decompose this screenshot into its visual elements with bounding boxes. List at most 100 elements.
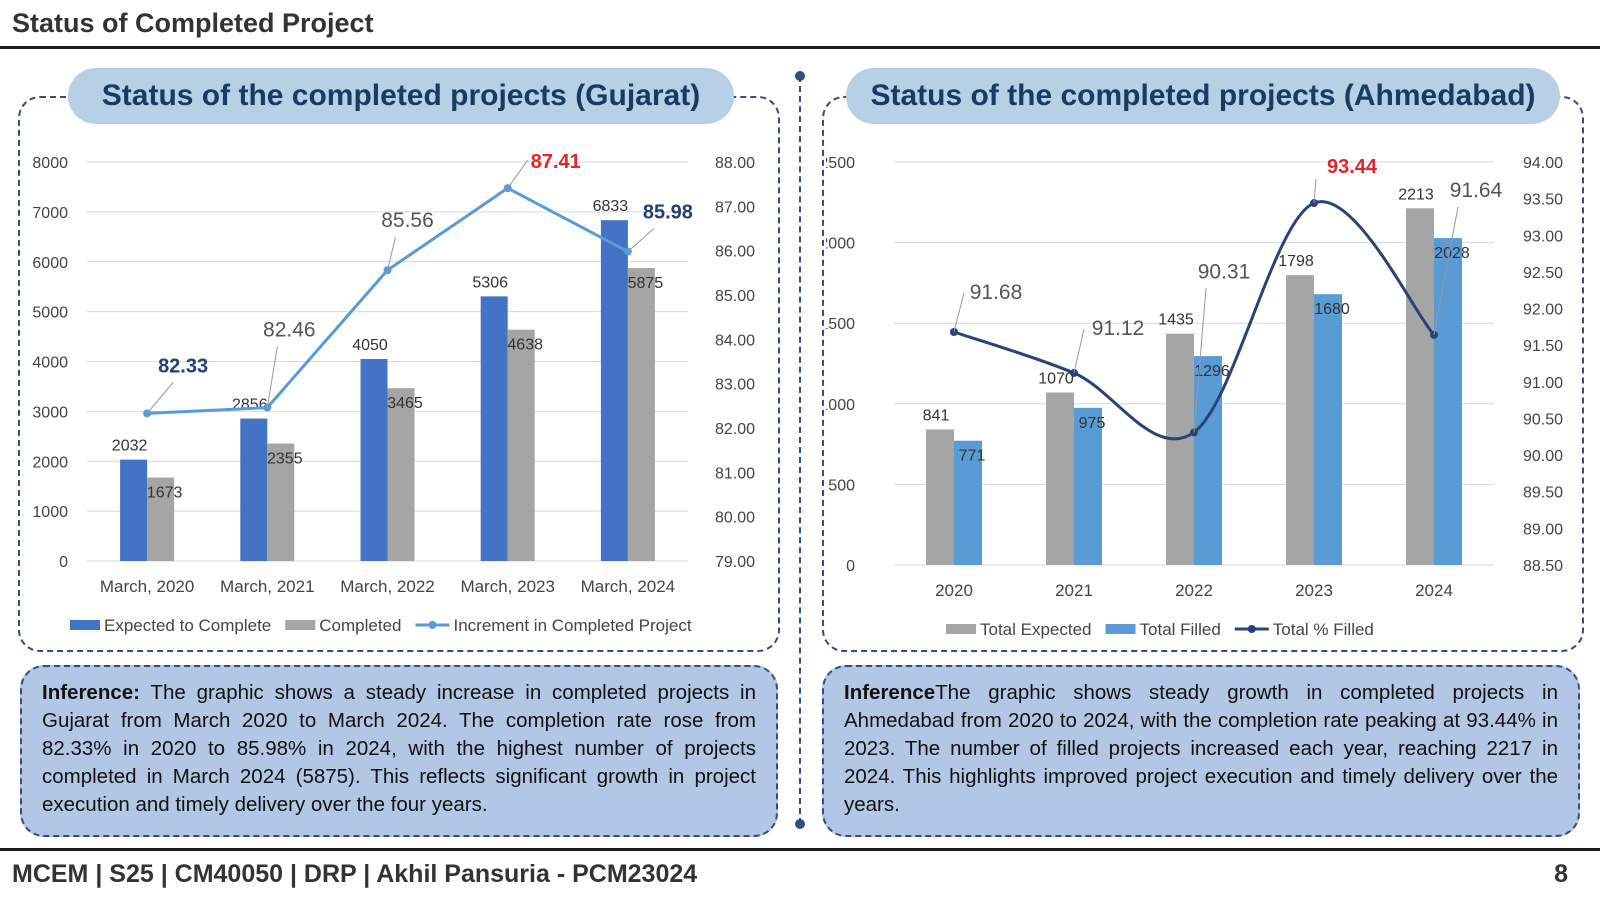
y-tick-label-right: 88.00	[715, 155, 755, 172]
y-tick-label-left: 2000	[32, 454, 68, 471]
line-point	[950, 327, 958, 336]
y-tick-label-left: 0	[846, 558, 855, 575]
y-tick-label-left: 6000	[32, 255, 68, 272]
x-tick-label: March, 2021	[220, 577, 315, 596]
bar	[1406, 208, 1434, 565]
y-tick-label-right: 90.50	[1523, 411, 1563, 428]
bar	[1074, 407, 1102, 565]
bar-data-label: 2856	[232, 397, 268, 414]
bar-data-label: 5875	[628, 275, 664, 292]
leader-line	[266, 346, 278, 408]
inference-text: The graphic shows a steady increase in c…	[42, 681, 756, 816]
bar-data-label: 841	[923, 407, 950, 424]
bar-data-label: 771	[959, 448, 986, 465]
bar	[480, 296, 508, 561]
y-tick-label-right: 86.00	[715, 244, 755, 261]
x-tick-label: March, 2024	[581, 577, 676, 596]
legend-label: Total Expected	[980, 620, 1092, 639]
panel-divider	[799, 76, 801, 824]
bar-data-label: 2028	[1434, 245, 1470, 262]
x-tick-label: 2021	[1055, 581, 1093, 600]
y-tick-label-left: 0	[59, 554, 68, 571]
y-tick-label-left: 3000	[32, 404, 68, 421]
gujarat-chart: 0 1000 2000 3000 4000 5000 6000 7000 8000 79.00 80…	[32, 151, 755, 635]
legend-label: Expected to Complete	[104, 616, 271, 635]
bar-data-label: 3465	[387, 395, 423, 412]
bar-data-label: 1435	[1158, 312, 1194, 329]
bar-data-label: 4638	[507, 337, 543, 354]
bar-data-label: 2355	[267, 451, 303, 468]
x-tick-label: 2023	[1295, 581, 1333, 600]
bar	[120, 459, 148, 561]
line-data-label: 90.31	[1198, 260, 1251, 283]
bar-data-label: 5306	[472, 274, 508, 291]
y-tick-label-right: 79.00	[715, 554, 755, 571]
y-tick-label-right: 90.00	[1523, 448, 1563, 465]
y-tick-label-right: 92.50	[1523, 265, 1563, 282]
y-tick-label-right: 80.00	[715, 510, 755, 527]
legend-swatch	[946, 624, 976, 634]
x-tick-label: March, 2020	[100, 577, 195, 596]
line-data-label: 91.68	[970, 281, 1023, 304]
line-point	[1430, 330, 1438, 339]
y-tick-label-right: 87.00	[715, 199, 755, 216]
x-tick-label: March, 2022	[340, 577, 435, 596]
y-tick-label-right: 91.50	[1523, 338, 1563, 355]
bar	[1166, 333, 1194, 565]
legend-label: Completed	[319, 616, 401, 635]
leader-line	[387, 237, 396, 271]
y-tick-label-right: 84.00	[715, 332, 755, 349]
bar	[926, 429, 954, 565]
gujarat-inference: Inference: The graphic shows a steady in…	[20, 665, 778, 837]
bar	[954, 440, 982, 565]
divider-top-dot	[795, 71, 805, 81]
bar	[627, 267, 655, 561]
legend-swatch-point	[1247, 625, 1256, 633]
line-data-label: 91.64	[1450, 179, 1503, 202]
y-tick-label-right: 91.00	[1523, 375, 1563, 392]
bar	[600, 220, 628, 561]
line-series-path	[953, 200, 1436, 441]
ahmedabad-chart: 0 500 1000 1500 2000 2500 88.50 89.00 89.50 90.00…	[826, 155, 1563, 639]
inference-text: The graphic shows steady growth in compl…	[844, 681, 1558, 816]
bar-data-label: 2032	[112, 438, 148, 455]
inference-label: Inference	[844, 681, 936, 704]
line-data-label: 82.33	[158, 355, 208, 377]
leader-line	[1313, 178, 1317, 204]
bar	[1286, 275, 1314, 565]
legend-swatch-point	[428, 621, 437, 629]
leader-line	[953, 292, 965, 333]
bar-data-label: 975	[1079, 415, 1106, 432]
y-tick-label-left: 1000	[826, 397, 855, 414]
y-tick-label-right: 88.50	[1523, 558, 1563, 575]
bar	[147, 477, 175, 561]
x-tick-label: 2022	[1175, 581, 1213, 600]
legend-swatch	[70, 620, 100, 630]
footer-rule	[0, 848, 1600, 851]
bar	[1046, 392, 1074, 565]
gujarat-chart-title: Status of the completed projects (Gujara…	[68, 68, 734, 124]
y-tick-label-left: 2000	[826, 236, 855, 253]
y-tick-label-right: 89.00	[1523, 521, 1563, 538]
bar-data-label: 1296	[1194, 363, 1230, 380]
page-title: Status of Completed Project	[12, 8, 374, 38]
y-tick-label-right: 89.50	[1523, 485, 1563, 502]
y-tick-label-right: 93.50	[1523, 192, 1563, 209]
legend-label: Total Filled	[1140, 620, 1221, 639]
y-tick-label-right: 83.00	[715, 377, 755, 394]
y-tick-label-right: 93.00	[1523, 228, 1563, 245]
bar	[507, 329, 535, 561]
ahmedabad-chart-title: Status of the completed projects (Ahmeda…	[846, 68, 1560, 124]
leader-line	[507, 159, 529, 189]
bar	[1194, 356, 1222, 565]
ahmedabad-inference: InferenceThe graphic shows steady growth…	[822, 665, 1580, 837]
bar-data-label: 1070	[1038, 371, 1074, 388]
line-data-label: 87.41	[531, 151, 581, 173]
divider-bottom-dot	[795, 819, 805, 829]
x-tick-label: 2024	[1415, 581, 1453, 600]
y-tick-label-left: 5000	[32, 305, 68, 322]
bar	[1314, 294, 1342, 565]
legend-swatch	[1105, 624, 1136, 634]
bar	[240, 418, 268, 561]
inference-label: Inference:	[42, 681, 140, 704]
